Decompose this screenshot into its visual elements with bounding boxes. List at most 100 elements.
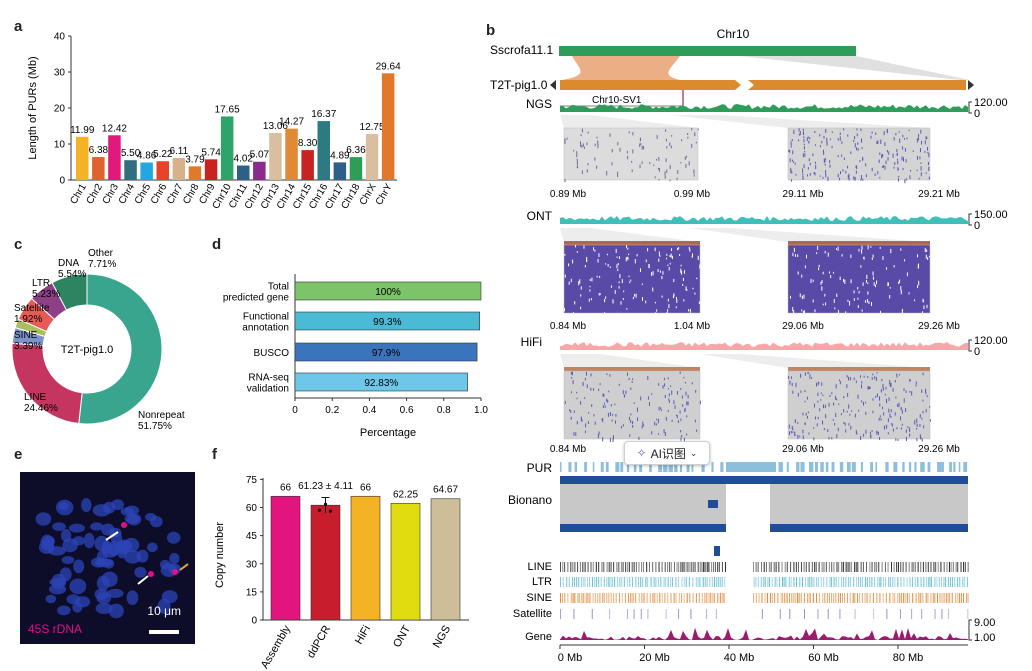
ont-variant-mark xyxy=(634,293,636,297)
line-element xyxy=(724,562,726,572)
hifi2-variant-mark xyxy=(804,422,806,425)
ngs-variant-mark xyxy=(670,145,672,149)
line-element xyxy=(713,562,715,572)
ont2-variant-mark xyxy=(841,254,843,257)
hifi-variant-mark xyxy=(658,406,660,411)
ngs2-variant-mark xyxy=(794,162,796,165)
b-x-tick-label: 40 Mb xyxy=(724,652,755,664)
satellite-element xyxy=(854,609,856,619)
sine-element xyxy=(761,593,763,603)
line-element xyxy=(689,562,691,572)
line-element xyxy=(608,562,610,572)
ltr-element xyxy=(957,577,959,587)
ont2-variant-mark xyxy=(801,309,803,312)
ltr-element xyxy=(811,577,813,587)
line-element xyxy=(560,562,561,572)
ont-variant-mark xyxy=(564,274,566,278)
satellite-element xyxy=(911,609,913,619)
hifi-variant-mark xyxy=(668,393,670,397)
ont-variant-mark xyxy=(589,278,591,281)
hifi-top-strip xyxy=(564,367,700,371)
hifi2-variant-mark xyxy=(925,388,927,393)
hifi2-variant-mark xyxy=(811,377,813,379)
ngs2-variant-mark xyxy=(854,143,856,148)
ngs2-variant-mark xyxy=(893,166,895,169)
ngs2-variant-mark xyxy=(824,163,826,166)
ont-variant-mark xyxy=(648,264,650,269)
hifi2-variant-mark xyxy=(900,416,902,421)
sine-element xyxy=(904,593,906,603)
a-bar-label: 4.89 xyxy=(330,150,350,161)
panel-letter-a: a xyxy=(14,18,23,35)
ltr-element xyxy=(892,577,894,587)
line-element xyxy=(828,562,830,572)
ont2-variant-mark xyxy=(926,249,928,252)
ngs-variant-mark xyxy=(669,179,671,182)
hifi-variant-mark xyxy=(585,423,587,428)
ont-variant-mark xyxy=(675,296,677,299)
hifi-variant-mark xyxy=(571,376,573,379)
ai-recognize-button[interactable]: ✧ AI识图 ⌄ xyxy=(624,441,710,465)
ont-variant-mark xyxy=(589,285,591,288)
a-bar-Chr2 xyxy=(92,157,105,180)
ont-variant-mark xyxy=(578,281,580,286)
ont2-variant-mark xyxy=(893,265,895,268)
satellite-element xyxy=(665,609,667,619)
line-element xyxy=(635,562,637,572)
hifi2-variant-mark xyxy=(837,427,839,432)
sine-element xyxy=(667,593,669,603)
ngs-variant-mark xyxy=(691,128,693,131)
ngs-variant-mark xyxy=(577,166,579,169)
hifi2-variant-mark xyxy=(894,380,896,383)
hifi-variant-mark xyxy=(670,385,672,387)
nucleus xyxy=(69,578,87,595)
a-bar-ChrX xyxy=(365,134,379,180)
ngs-variant-mark xyxy=(580,134,582,137)
line-element xyxy=(917,562,919,572)
line-element xyxy=(572,562,574,572)
ltr-element xyxy=(771,577,773,587)
line-element xyxy=(823,562,825,572)
hifi2-variant-mark xyxy=(797,422,799,424)
c-label-nonrepeat: Nonrepeat xyxy=(138,410,185,421)
hifi-variant-mark xyxy=(593,414,595,417)
ngs2-variant-mark xyxy=(875,132,877,135)
ont-variant-mark xyxy=(676,247,678,251)
ont2-variant-mark xyxy=(865,279,867,283)
ngs-variant-mark xyxy=(688,161,690,166)
ltr-element xyxy=(755,577,757,587)
ont2-variant-mark xyxy=(858,248,860,252)
sine-element xyxy=(782,593,784,603)
hifi2-variant-mark xyxy=(859,375,861,378)
hifi-variant-mark xyxy=(603,402,605,405)
hifi-variant-mark xyxy=(657,418,659,424)
hifi2-variant-mark xyxy=(790,430,792,434)
satellite-element xyxy=(789,609,791,619)
ltr-element xyxy=(757,577,759,587)
c-label-ltr: LTR xyxy=(32,278,50,289)
sine-element xyxy=(892,593,894,603)
ngs2-variant-mark xyxy=(798,133,800,136)
hifi-variant-mark xyxy=(564,400,566,405)
hifi-variant-mark xyxy=(622,390,624,395)
ltr-element xyxy=(683,577,685,587)
line-element xyxy=(955,562,957,572)
line-element xyxy=(592,562,594,572)
sine-element xyxy=(659,593,661,603)
ont2-variant-mark xyxy=(863,257,865,259)
hifi2-variant-mark xyxy=(920,436,922,439)
ont2-variant-mark xyxy=(853,298,855,301)
ont2-variant-mark xyxy=(887,282,889,287)
ont-variant-mark xyxy=(661,276,663,280)
ngs-variant-mark xyxy=(632,132,634,136)
line-element xyxy=(670,562,672,572)
ltr-element xyxy=(629,577,631,587)
sine-element xyxy=(673,593,675,603)
ngs2-variant-mark xyxy=(860,175,862,180)
hifi2-variant-mark xyxy=(855,430,857,434)
line-element xyxy=(757,562,759,572)
ngs-variant-mark xyxy=(619,147,621,152)
hifi2-variant-mark xyxy=(845,429,847,433)
ngs-variant-mark xyxy=(609,133,611,137)
